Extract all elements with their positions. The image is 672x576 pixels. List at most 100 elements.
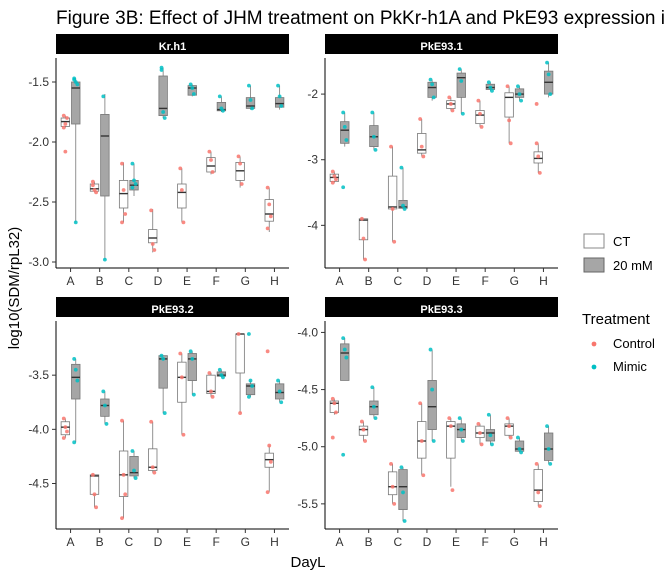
data-point-mimic [130, 161, 135, 166]
data-point-mimic [546, 72, 551, 77]
facet-strip [56, 34, 289, 54]
data-point-mimic [133, 476, 138, 480]
data-point-control [418, 117, 423, 121]
box-g-ct [504, 86, 514, 144]
chart-title: Figure 3B: Effect of JHM treatment on Pk… [56, 8, 665, 29]
data-point-control [181, 220, 186, 225]
box-body [387, 175, 398, 210]
legend-key-20mm [583, 257, 605, 273]
data-point-mimic [191, 92, 196, 96]
box-body [235, 333, 245, 374]
legend-label-ct: CT [613, 234, 630, 249]
x-axis-label: DayL [290, 554, 325, 571]
x-tick-label: H [270, 274, 279, 288]
y-tick-label: -4.5 [297, 383, 318, 397]
facet-strip [325, 297, 558, 317]
x-tick-label: E [183, 535, 191, 549]
x-tick-label: G [241, 535, 250, 549]
box-body [533, 469, 543, 502]
data-point-control [363, 257, 367, 262]
data-point-control [505, 416, 510, 421]
box-g-20-mm [245, 85, 256, 110]
data-point-control [267, 443, 272, 448]
box-body [89, 474, 100, 495]
data-point-mimic [101, 389, 106, 394]
x-tick-label: F [482, 535, 489, 549]
data-point-control [392, 501, 397, 506]
data-point-control [419, 439, 424, 443]
data-point-control [534, 102, 539, 106]
data-point-control [179, 188, 184, 192]
y-tick-label: -2.5 [28, 195, 49, 209]
data-point-mimic [341, 336, 346, 341]
data-point-mimic [371, 134, 376, 139]
data-point-mimic [341, 452, 346, 457]
box-body [177, 361, 187, 403]
data-point-mimic [250, 384, 255, 388]
data-point-control [120, 161, 124, 166]
data-point-control [476, 98, 481, 103]
data-point-mimic [373, 416, 378, 421]
data-point-mimic [341, 110, 346, 115]
data-point-mimic [519, 98, 524, 103]
data-point-mimic [342, 125, 347, 129]
data-point-control [534, 461, 539, 466]
data-point-control [450, 488, 455, 493]
data-point-mimic [401, 203, 405, 208]
facet-strip-label: PkE93.1 [420, 41, 462, 53]
data-point-mimic [457, 67, 462, 72]
box-e-20-mm [187, 351, 197, 395]
data-point-mimic [130, 185, 135, 190]
data-point-control [450, 108, 455, 113]
data-point-control [536, 154, 541, 159]
data-point-control [94, 190, 98, 195]
data-point-mimic [217, 367, 222, 372]
data-point-control [61, 416, 66, 421]
box-h-20-mm [543, 62, 554, 98]
data-point-mimic [161, 357, 166, 361]
data-point-mimic [130, 449, 135, 453]
data-point-mimic [488, 433, 493, 438]
data-point-mimic [159, 353, 164, 358]
data-point-mimic [191, 392, 196, 397]
data-point-mimic [221, 375, 225, 380]
data-point-control [120, 418, 124, 423]
data-point-control [265, 226, 270, 231]
box-c-20-mm [129, 163, 139, 196]
x-tick-label: G [510, 274, 519, 288]
box-body [475, 110, 485, 125]
data-point-control [61, 113, 66, 118]
data-point-mimic [217, 94, 222, 99]
data-point-control [479, 125, 484, 129]
data-point-mimic [486, 80, 491, 85]
data-point-control [94, 505, 98, 510]
data-point-control [447, 95, 452, 100]
legend-dot-mimic [591, 364, 597, 370]
box-c-ct [118, 420, 129, 519]
data-point-mimic [545, 60, 549, 65]
data-point-control [90, 472, 95, 477]
data-point-mimic [72, 76, 77, 81]
data-point-mimic [132, 178, 136, 183]
data-point-mimic [277, 389, 282, 394]
data-point-control [92, 492, 97, 497]
data-point-mimic [221, 108, 225, 113]
data-point-mimic [460, 111, 465, 116]
data-point-mimic [370, 110, 375, 115]
data-point-control [448, 424, 453, 429]
x-tick-label: G [241, 274, 250, 288]
data-point-control [123, 492, 128, 497]
data-point-control [508, 141, 513, 146]
data-point-control [334, 410, 338, 415]
box-c-ct [387, 146, 398, 242]
data-point-control [209, 158, 213, 162]
legend-label-20mm: 20 mM [613, 258, 653, 273]
data-point-mimic [344, 355, 349, 360]
data-point-control [419, 144, 424, 149]
data-point-control [149, 419, 154, 424]
data-point-control [123, 212, 128, 216]
data-point-mimic [399, 165, 404, 170]
data-point-control [537, 170, 542, 175]
box-e-ct [177, 168, 187, 223]
data-point-control [178, 166, 183, 171]
